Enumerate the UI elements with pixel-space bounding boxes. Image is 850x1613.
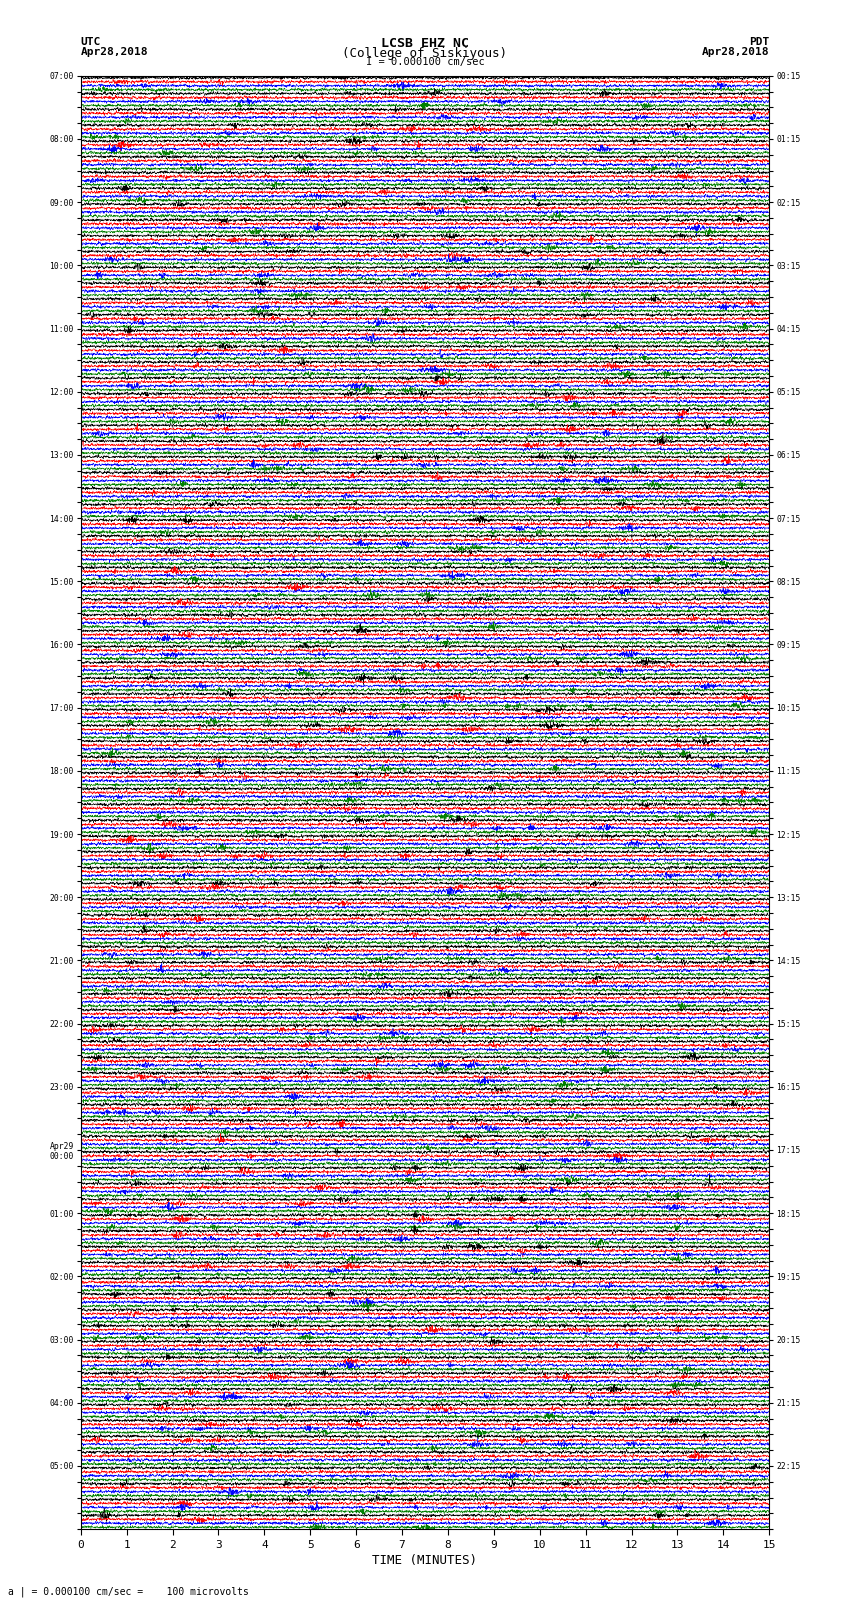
Text: Apr28,2018: Apr28,2018 <box>81 47 148 56</box>
Text: UTC: UTC <box>81 37 101 47</box>
X-axis label: TIME (MINUTES): TIME (MINUTES) <box>372 1553 478 1566</box>
Text: Apr28,2018: Apr28,2018 <box>702 47 769 56</box>
Text: PDT: PDT <box>749 37 769 47</box>
Text: (College of Siskiyous): (College of Siskiyous) <box>343 47 507 60</box>
Text: I = 0.000100 cm/sec: I = 0.000100 cm/sec <box>366 58 484 68</box>
Text: LCSB EHZ NC: LCSB EHZ NC <box>381 37 469 50</box>
Text: a | = 0.000100 cm/sec =    100 microvolts: a | = 0.000100 cm/sec = 100 microvolts <box>8 1586 249 1597</box>
